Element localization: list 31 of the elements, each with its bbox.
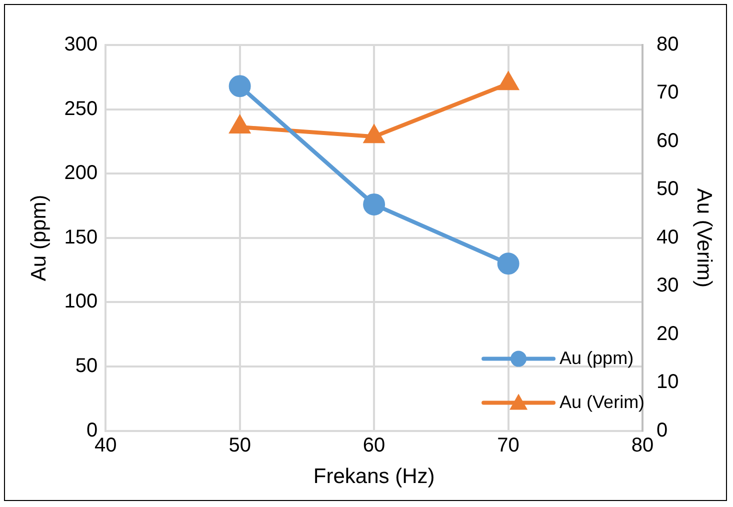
point [363, 193, 386, 216]
y2-tick-label: 40 [656, 226, 679, 248]
x-axis-title: Frekans (Hz) [313, 465, 435, 488]
y-tick-label: 0 [86, 419, 98, 442]
y-tick-label: 150 [64, 226, 98, 248]
y-tick-label: 300 [64, 34, 98, 56]
point [230, 116, 250, 134]
point [228, 75, 251, 98]
y2-tick-label: 10 [656, 371, 679, 394]
y-tick-label: 200 [64, 162, 98, 184]
y2-tick-label: 30 [656, 274, 679, 297]
x-tick-label: 80 [631, 434, 654, 456]
point [497, 252, 520, 275]
x-tick-label: 50 [228, 434, 251, 456]
y-tick-label: 50 [75, 355, 98, 378]
legend-label: Au (ppm) [560, 348, 634, 368]
y-axis-title: Au (ppm) [27, 194, 50, 282]
point [498, 72, 518, 90]
y2-tick-label: 60 [656, 130, 679, 152]
y2-tick-label: 70 [656, 82, 679, 104]
x-tick-label: 70 [497, 434, 520, 456]
point [364, 126, 384, 144]
legend-label: Au (Verim) [560, 392, 645, 412]
y2-tick-label: 20 [656, 322, 679, 345]
x-tick-label: 60 [362, 434, 386, 456]
y2-tick-label: 0 [656, 419, 668, 442]
y2-tick-label: 50 [656, 178, 679, 200]
y2-tick-label: 80 [656, 34, 679, 56]
y-tick-label: 250 [64, 98, 98, 120]
y2-axis-title: Au (Verim) [692, 188, 716, 288]
y-tick-label: 100 [64, 290, 98, 313]
